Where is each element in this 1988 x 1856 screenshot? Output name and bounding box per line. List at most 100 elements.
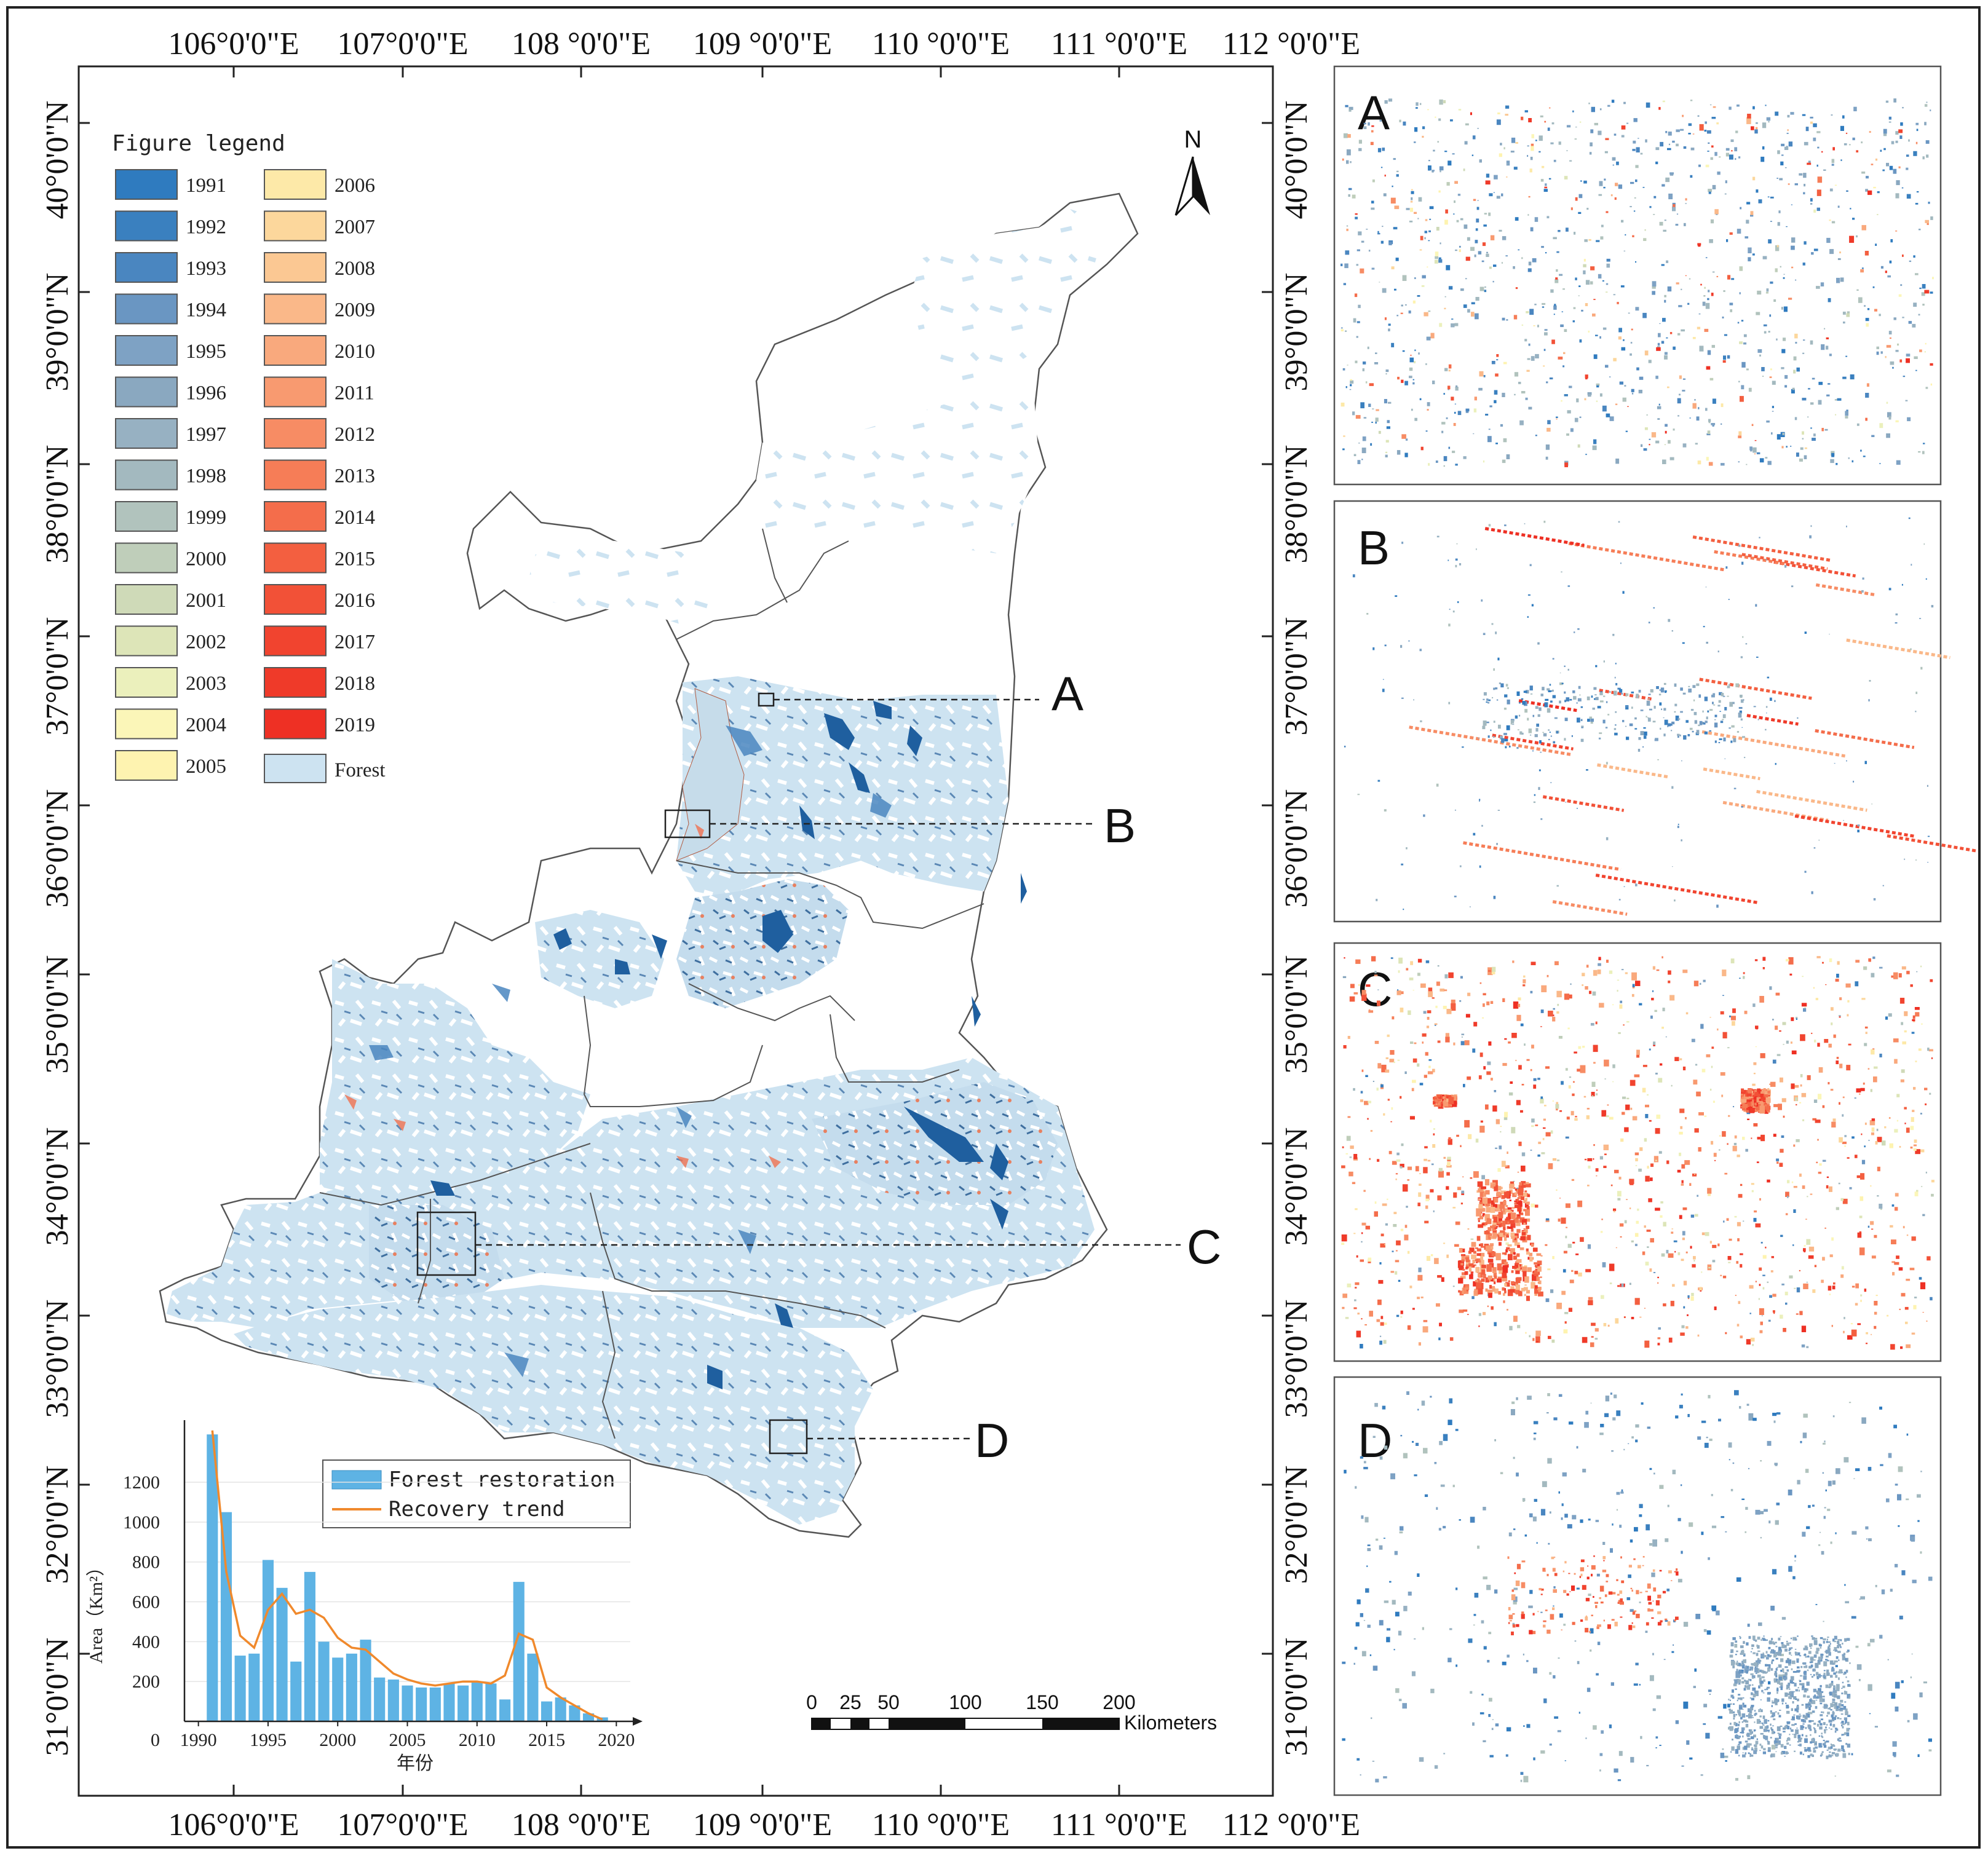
panel-pixel	[1799, 1270, 1800, 1271]
panel-pixel	[1481, 260, 1484, 263]
panel-pixel	[1746, 1339, 1751, 1345]
panel-pixel	[1713, 106, 1716, 108]
panel-pixel	[1430, 1396, 1432, 1398]
panel-pixel	[1482, 1213, 1485, 1216]
panel-pixel	[1735, 1640, 1738, 1643]
panel-pixel	[1348, 194, 1350, 197]
panel-pixel	[1454, 200, 1455, 203]
panel-pixel	[1823, 1638, 1826, 1641]
panel-pixel	[1793, 1084, 1799, 1088]
panel-pixel	[1762, 1751, 1766, 1755]
panel-pixel	[1808, 1246, 1815, 1252]
panel-pixel	[1839, 1137, 1843, 1143]
panel-pixel	[1802, 352, 1805, 354]
panel-pixel	[1772, 1019, 1774, 1021]
panel-pixel	[1860, 1300, 1862, 1302]
panel-pixel	[1485, 1277, 1489, 1283]
chart-bar	[499, 1699, 511, 1721]
panel-pixel	[1767, 1667, 1770, 1672]
panel-pixel	[1511, 1033, 1517, 1038]
panel-pixel	[1912, 1019, 1915, 1022]
panel-pixel	[1449, 1628, 1452, 1630]
panel-pixel	[1478, 737, 1479, 739]
panel-pixel	[1773, 1654, 1776, 1658]
panel-pixel	[1835, 979, 1839, 982]
panel-pixel	[1917, 1520, 1920, 1522]
panel-pixel	[1663, 682, 1666, 685]
panel-pixel	[1861, 225, 1866, 231]
panel-pixel	[1479, 1252, 1485, 1257]
panel-pixel	[1645, 1630, 1648, 1633]
panel-pixel	[1893, 1424, 1897, 1429]
panel-pixel	[1344, 263, 1348, 269]
panel-pixel	[1650, 1238, 1654, 1242]
chart-bar	[485, 1683, 497, 1721]
panel-pixel	[1754, 129, 1758, 134]
panel-pixel	[1360, 1259, 1364, 1262]
chart-legend-bar-label: Forest restoration	[389, 1467, 615, 1492]
panel-pixel	[1895, 1483, 1898, 1486]
panel-pixel	[1381, 1064, 1387, 1073]
panel-pixel	[1738, 1743, 1740, 1745]
panel-pixel	[1388, 1151, 1392, 1155]
panel-pixel	[1762, 1637, 1765, 1640]
panel-pixel	[1537, 1266, 1542, 1272]
panel-pixel	[1395, 258, 1399, 261]
panel-pixel	[1361, 240, 1364, 243]
panel-pixel	[1709, 1439, 1713, 1441]
panel-pixel	[1659, 1485, 1664, 1489]
panel-pixel	[1534, 1262, 1538, 1265]
panel-pixel	[1451, 1003, 1456, 1011]
panel-pixel	[1482, 1017, 1484, 1019]
panel-pixel	[1794, 1555, 1797, 1558]
panel-pixel	[1444, 368, 1448, 371]
panel-pixel	[1609, 1724, 1612, 1729]
panel-pixel	[1475, 1139, 1479, 1143]
inset-panel-a: A	[1333, 65, 1942, 486]
panel-pixel	[1770, 196, 1774, 199]
panel-pixel	[1432, 1144, 1436, 1148]
panel-pixel	[1758, 1298, 1760, 1300]
panel-pixel	[1681, 760, 1682, 762]
panel-pixel	[1679, 393, 1681, 396]
panel-pixel	[1839, 1016, 1841, 1018]
panel-pixel	[1623, 1024, 1625, 1026]
panel-pixel	[1872, 956, 1875, 959]
panel-pixel	[1408, 1010, 1411, 1015]
panel-pixel	[1512, 724, 1515, 725]
panel-pixel	[1515, 1261, 1519, 1265]
panel-pixel	[1507, 163, 1508, 165]
panel-pixel	[1697, 1195, 1699, 1197]
panel-pixel	[1597, 1641, 1601, 1645]
panel-pixel	[1831, 221, 1836, 224]
panel-pixel	[1500, 1190, 1506, 1195]
panel-pixel	[1540, 1611, 1543, 1613]
panel-pixel	[1401, 697, 1404, 699]
panel-pixel	[1753, 1096, 1758, 1100]
panel-pixel	[1456, 1134, 1459, 1137]
panel-pixel	[1682, 390, 1685, 392]
panel-pixel	[1639, 1003, 1642, 1006]
panel-pixel	[1767, 1664, 1771, 1667]
panel-pixel	[1524, 1534, 1527, 1537]
panel-pixel	[1556, 730, 1559, 734]
panel-pixel	[1681, 1258, 1684, 1262]
chart-y-tick-label: 1000	[123, 1512, 160, 1533]
panel-pixel	[1772, 1569, 1777, 1574]
panel-pixel	[1810, 1673, 1812, 1675]
panel-pixel	[1481, 1278, 1485, 1282]
panel-pixel	[1446, 1254, 1449, 1258]
panel-pixel	[1605, 727, 1608, 729]
panel-pixel	[1778, 1637, 1781, 1641]
panel-pixel	[1368, 1010, 1374, 1013]
panel-pixel	[1489, 405, 1492, 408]
panel-pixel	[1573, 696, 1577, 700]
panel-pixel	[1666, 337, 1668, 339]
panel-pixel	[1406, 968, 1409, 971]
panel-pixel	[1506, 1217, 1510, 1220]
panel-pixel	[1804, 871, 1807, 873]
panel-pixel	[1372, 1665, 1378, 1671]
panel-pixel	[1843, 1330, 1845, 1333]
panel-pixel	[1751, 1183, 1754, 1185]
panel-stripe	[1794, 814, 1916, 838]
